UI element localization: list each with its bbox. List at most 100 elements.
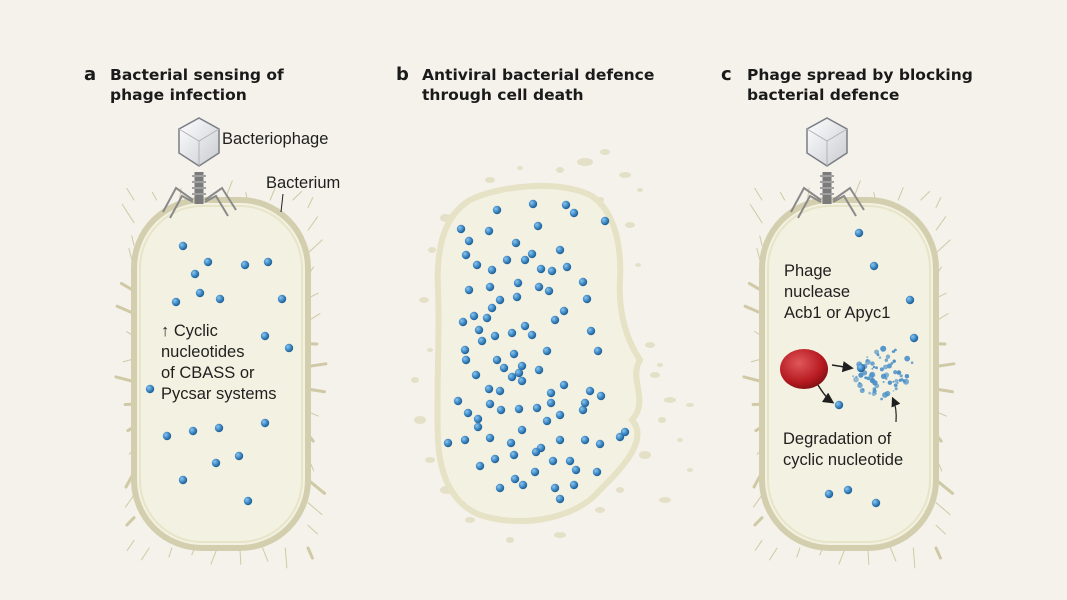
pilus: [114, 375, 136, 384]
nucleotide-molecule: [534, 282, 544, 292]
nucleotide-molecule: [843, 485, 853, 495]
pilus: [754, 187, 763, 201]
nucleotide-fragment: [896, 370, 902, 375]
nucleotide-fragment: [866, 376, 871, 381]
nucleotide-fragment: [876, 353, 880, 357]
nucleotide-molecule: [580, 435, 590, 445]
panel-c-nuclease-enzyme: [780, 349, 828, 389]
pilus: [852, 180, 861, 201]
nucleotide-fragment: [883, 372, 890, 378]
nucleotide-molecule: [562, 262, 572, 272]
nucleotide-molecule: [534, 365, 544, 375]
nucleotide-molecule: [544, 286, 554, 296]
nucleotide-fragment: [892, 380, 895, 383]
panel-c-degradation-pointer: [891, 396, 901, 423]
nucleotide-molecule: [460, 345, 470, 355]
nucleotide-molecule: [487, 265, 497, 275]
nucleotide-molecule: [485, 282, 495, 292]
debris-fragment: [687, 468, 693, 472]
nucleotide-molecule: [502, 255, 512, 265]
panel-b-letter: b: [396, 64, 409, 85]
nucleotide-molecule: [243, 496, 253, 506]
nucleotide-molecule: [528, 199, 538, 209]
debris-fragment: [659, 497, 671, 503]
pilus: [292, 190, 303, 201]
nucleotide-molecule: [477, 336, 487, 346]
debris-fragment: [419, 297, 429, 303]
nucleotide-molecule: [542, 416, 552, 426]
panel-a-bacterium-label: Bacterium: [266, 174, 340, 192]
nucleotide-molecule: [260, 331, 270, 341]
nucleotide-molecule: [510, 474, 520, 484]
panel-c-arrow-to-molecule: [817, 384, 835, 404]
nucleotide-molecule: [463, 408, 473, 418]
nucleotide-molecule: [565, 456, 575, 466]
panel-c-degradation-label: Degradation of cyclic nucleotide: [783, 430, 903, 469]
pilus: [753, 516, 764, 527]
nucleotide-molecule: [620, 427, 630, 437]
panel-c-nuclease-line-3: Acb1 or Apyc1: [784, 304, 890, 322]
pilus: [126, 187, 135, 201]
nucleotide-molecule: [595, 439, 605, 449]
debris-fragment: [686, 403, 694, 407]
nucleotide-molecule: [469, 311, 479, 321]
pilus: [779, 191, 786, 201]
nucleotide-molecule: [530, 467, 540, 477]
nucleotide-molecule: [461, 250, 471, 260]
pilus: [935, 502, 951, 516]
debris-fragment: [425, 457, 435, 463]
pilus: [284, 547, 288, 569]
nucleotide-molecule: [443, 438, 453, 448]
debris-fragment: [657, 363, 663, 367]
nucleotide-fragment: [868, 391, 872, 395]
nucleotide-molecule: [834, 400, 844, 410]
nucleotide-molecule: [596, 391, 606, 401]
nucleotide-molecule: [277, 294, 287, 304]
nucleotide-molecule: [190, 269, 200, 279]
nucleotide-fragment: [878, 356, 882, 359]
nucleotide-molecule: [514, 368, 524, 378]
nucleotide-molecule: [473, 414, 483, 424]
panel-a-letter: a: [84, 64, 97, 85]
nucleotide-molecule: [555, 245, 565, 255]
nucleotide-molecule: [464, 285, 474, 295]
debris-fragment: [600, 149, 610, 155]
debris-fragment: [677, 438, 683, 442]
pilus: [307, 216, 319, 231]
pilus: [935, 239, 951, 254]
nucleotide-fragment: [885, 354, 891, 359]
nucleotide-molecule: [517, 376, 527, 386]
nucleotide-molecule: [517, 425, 527, 435]
debris-fragment: [619, 172, 631, 178]
nucleotide-fragment: [892, 359, 896, 363]
nucleotide-molecule: [499, 363, 509, 373]
nucleotide-molecule: [453, 396, 463, 406]
nucleotide-molecule: [496, 405, 506, 415]
panel-a-nucleotide-molecules: [145, 241, 294, 506]
pilus: [935, 524, 946, 535]
pilus: [912, 547, 916, 569]
debris-fragment: [411, 377, 419, 383]
pilus: [269, 187, 276, 201]
pilus: [768, 547, 778, 561]
nucleotide-molecule: [527, 330, 537, 340]
pilus: [224, 180, 233, 201]
nucleotide-fragment: [887, 380, 893, 385]
nucleotide-molecule: [559, 380, 569, 390]
nucleotide-molecule: [571, 465, 581, 475]
nucleotide-fragment: [874, 349, 879, 355]
nucleotide-molecule: [592, 467, 602, 477]
nucleotide-molecule: [492, 355, 502, 365]
nucleotide-molecule: [485, 433, 495, 443]
nucleotide-molecule: [542, 346, 552, 356]
debris-fragment: [506, 537, 514, 543]
pilus: [262, 547, 269, 562]
nucleotide-fragment: [866, 356, 869, 358]
nucleotide-molecule: [484, 384, 494, 394]
nucleotide-molecule: [580, 398, 590, 408]
nucleotide-molecule: [460, 435, 470, 445]
nucleotide-molecule: [490, 454, 500, 464]
debris-fragment: [625, 222, 635, 228]
panel-b-nucleotide-molecules: [443, 199, 630, 504]
